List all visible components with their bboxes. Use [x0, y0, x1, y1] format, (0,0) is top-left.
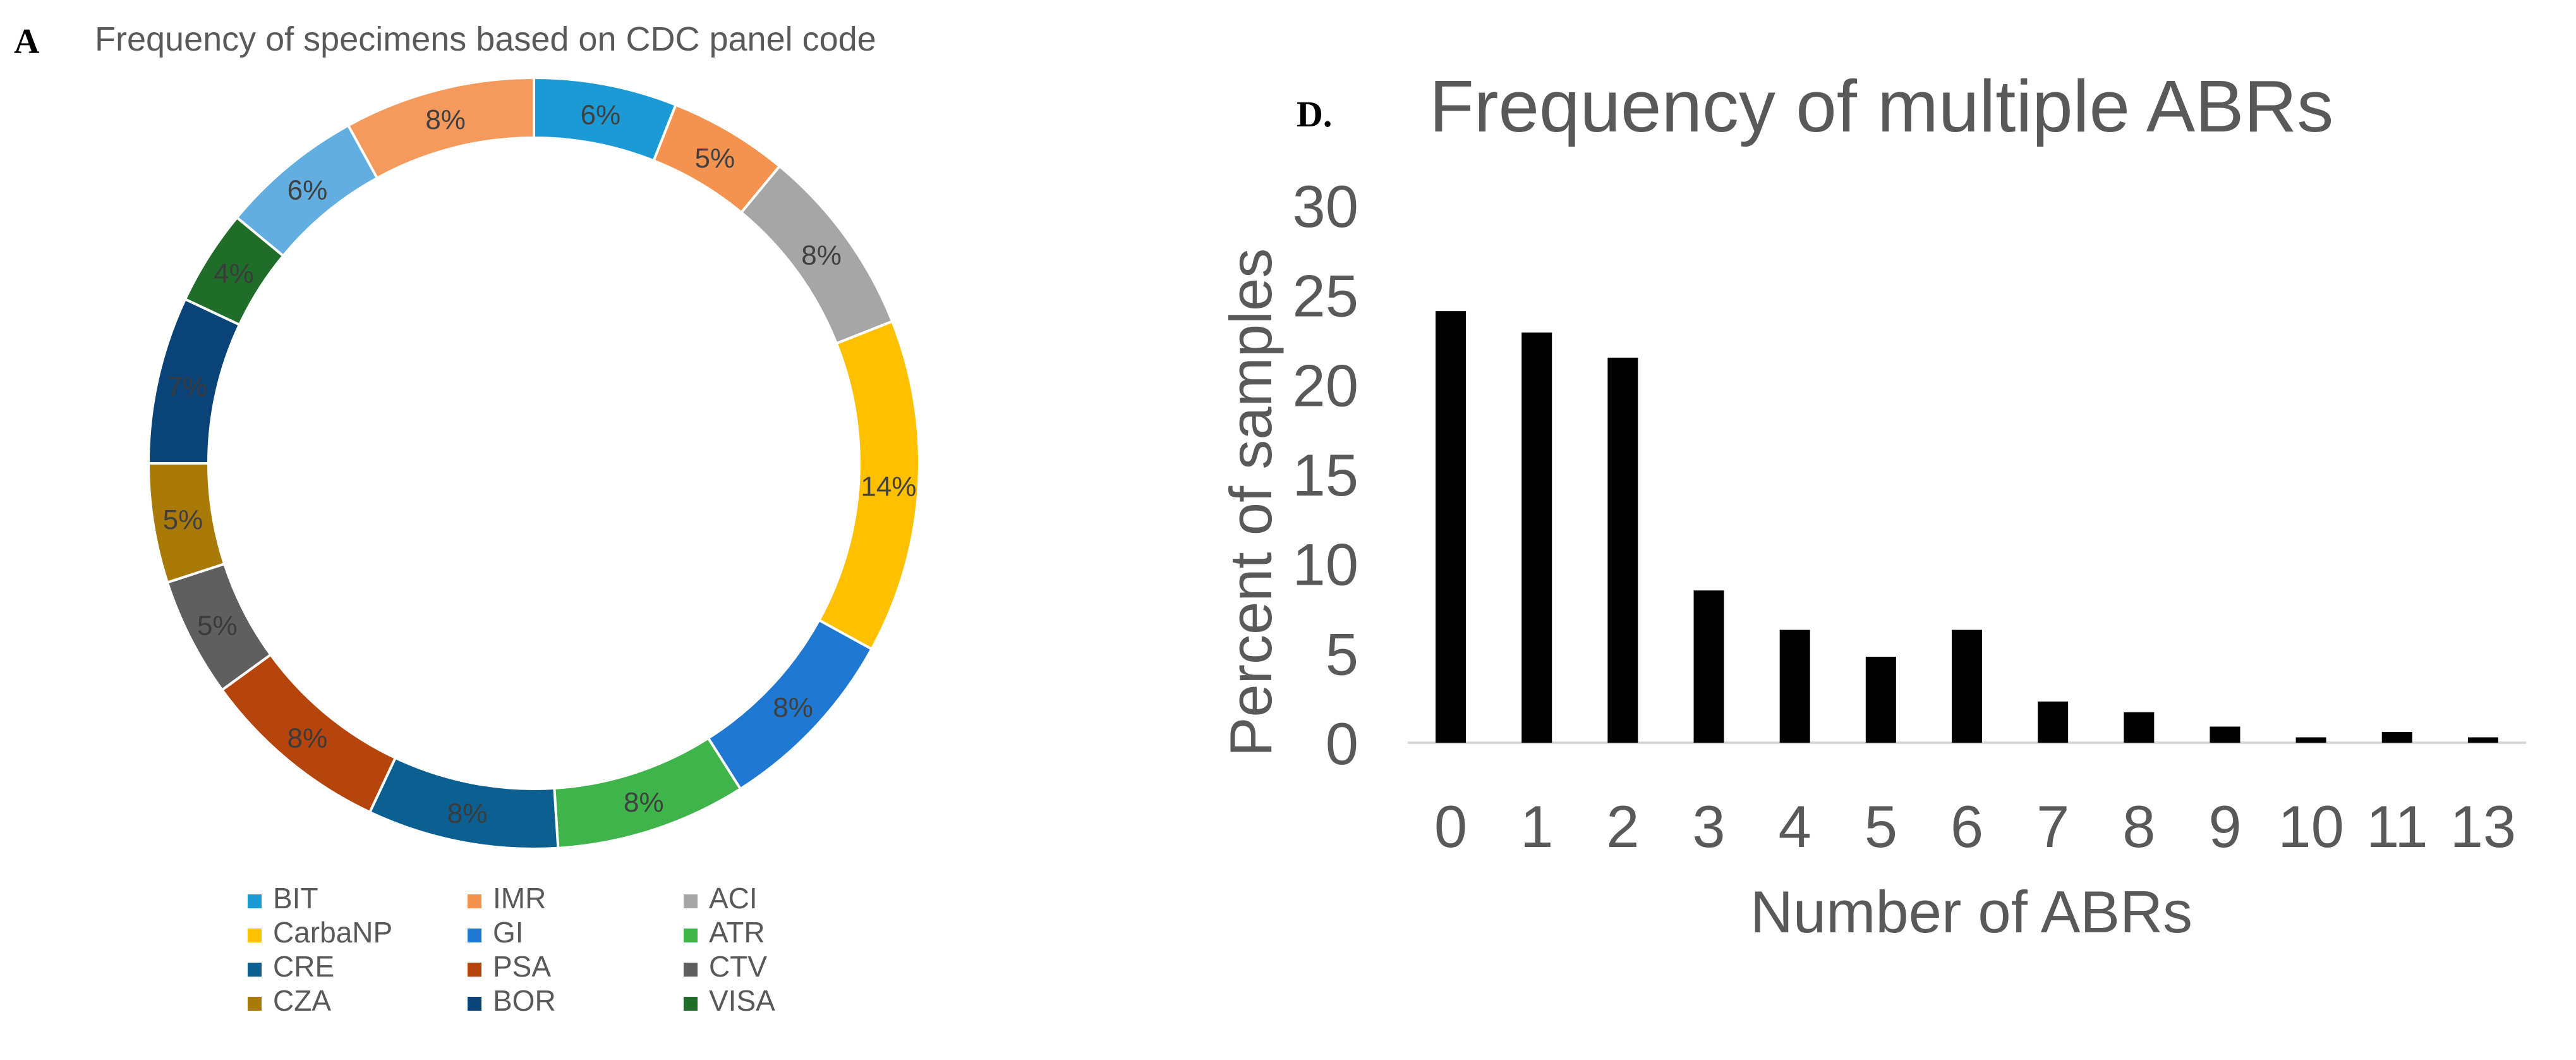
x-tick-label: 0	[1434, 793, 1467, 860]
x-tick-label: 6	[1950, 793, 1983, 860]
legend-swatch-bit	[248, 894, 262, 908]
donut-slice-unlabeled-13	[346, 76, 535, 180]
legend-swatch-atr	[684, 929, 698, 942]
donut-slice-label: 8%	[624, 787, 664, 818]
x-tick-label: 8	[2122, 793, 2155, 860]
x-axis-label: Number of ABRs	[1750, 879, 2192, 945]
donut-labels: 6% 5% 8% 14% 8% 8% 8% 8% 5% 5% 7% 4% 6% 8%	[163, 99, 917, 829]
x-tick-label: 5	[1865, 793, 1897, 860]
bar-0	[1436, 311, 1466, 743]
panel-a: A Frequency of specimens based on CDC pa…	[14, 20, 921, 1017]
donut-slice-label: 8%	[447, 798, 488, 829]
donut-slice-label: 8%	[801, 240, 842, 271]
panel-d-letter: D.	[1297, 94, 1332, 135]
legend-label-atr: ATR	[709, 916, 765, 949]
bar-10	[2295, 737, 2326, 743]
x-tick-label: 4	[1779, 793, 1811, 860]
legend-swatch-gi	[468, 929, 481, 942]
legend-label-cza: CZA	[273, 984, 331, 1017]
bar-13	[2467, 737, 2498, 743]
legend-swatch-carbanp	[248, 929, 262, 942]
x-tick-label: 2	[1606, 793, 1639, 860]
x-tick-label: 13	[2450, 793, 2517, 860]
x-tick-label: 10	[2278, 793, 2344, 860]
y-tick-label: 30	[1292, 173, 1358, 240]
bar-xticks: 0 1 2 3 4 5 6 7 8 9 10 11 13	[1434, 793, 2516, 860]
legend-swatch-aci	[684, 894, 698, 908]
bar-8	[2124, 712, 2155, 743]
y-tick-label: 25	[1292, 263, 1358, 329]
legend-label-psa: PSA	[493, 950, 551, 983]
bar-yticks: 0 5 10 15 20 25 30	[1292, 173, 1358, 777]
x-tick-label: 9	[2208, 793, 2241, 860]
donut-slice-label: 6%	[581, 99, 621, 130]
y-tick-label: 10	[1292, 532, 1358, 598]
bar-5	[1865, 657, 1896, 743]
y-axis-label: Percent of samples	[1218, 248, 1284, 757]
donut-slices	[147, 76, 921, 850]
donut-slice-label: 5%	[695, 143, 735, 174]
y-tick-label: 20	[1292, 352, 1358, 418]
bar-chart-title: Frequency of multiple ABRs	[1429, 65, 2333, 147]
bar-bars	[1436, 311, 2498, 743]
legend-swatch-psa	[468, 963, 481, 977]
legend-swatch-cza	[248, 997, 262, 1011]
legend-label-cre: CRE	[273, 950, 334, 983]
legend-swatch-ctv	[684, 963, 698, 977]
y-tick-label: 15	[1292, 442, 1358, 508]
bar-9	[2210, 726, 2240, 743]
legend-swatch-bor	[468, 997, 481, 1011]
legend-label-bit: BIT	[273, 882, 318, 915]
y-tick-label: 0	[1326, 710, 1358, 777]
x-tick-label: 3	[1692, 793, 1725, 860]
legend-label-visa: VISA	[709, 984, 775, 1017]
bar-4	[1779, 630, 1810, 743]
legend-label-carbanp: CarbaNP	[273, 916, 392, 949]
donut-slice-label: 14%	[861, 471, 916, 502]
x-tick-label: 7	[2036, 793, 2069, 860]
legend-label-aci: ACI	[709, 882, 758, 915]
legend-swatch-cre	[248, 963, 262, 977]
donut-slice-label: 4%	[214, 259, 254, 289]
donut-legend: BIT IMR ACI CarbaNP GI ATR CRE PSA CTV CZA BOR VISA	[248, 882, 775, 1017]
donut-slice-label: 8%	[773, 692, 813, 723]
panel-d: D. Frequency of multiple ABRs Percent of…	[1218, 65, 2526, 945]
legend-label-ctv: CTV	[709, 950, 767, 983]
donut-slice-label: 5%	[197, 610, 238, 641]
panel-a-letter: A	[14, 22, 40, 61]
bar-3	[1693, 590, 1724, 743]
bar-2	[1607, 357, 1638, 743]
y-tick-label: 5	[1326, 621, 1358, 687]
bar-1	[1521, 332, 1552, 743]
bar-6	[1952, 630, 1982, 743]
bar-11	[2381, 732, 2412, 743]
donut-slice-label: 6%	[287, 175, 328, 206]
x-tick-label: 1	[1520, 793, 1553, 860]
donut-slice-label: 5%	[163, 504, 203, 535]
bar-7	[2038, 701, 2069, 743]
x-tick-label: 11	[2366, 793, 2428, 860]
legend-swatch-visa	[684, 997, 698, 1011]
legend-swatch-imr	[468, 894, 481, 908]
legend-label-bor: BOR	[493, 984, 556, 1017]
donut-slice-label: 8%	[425, 104, 466, 135]
donut-slice-label: 7%	[167, 371, 207, 402]
legend-label-gi: GI	[493, 916, 524, 949]
donut-slice-label: 8%	[287, 722, 328, 753]
legend-label-imr: IMR	[493, 882, 546, 915]
donut-title: Frequency of specimens based on CDC pane…	[95, 20, 876, 58]
